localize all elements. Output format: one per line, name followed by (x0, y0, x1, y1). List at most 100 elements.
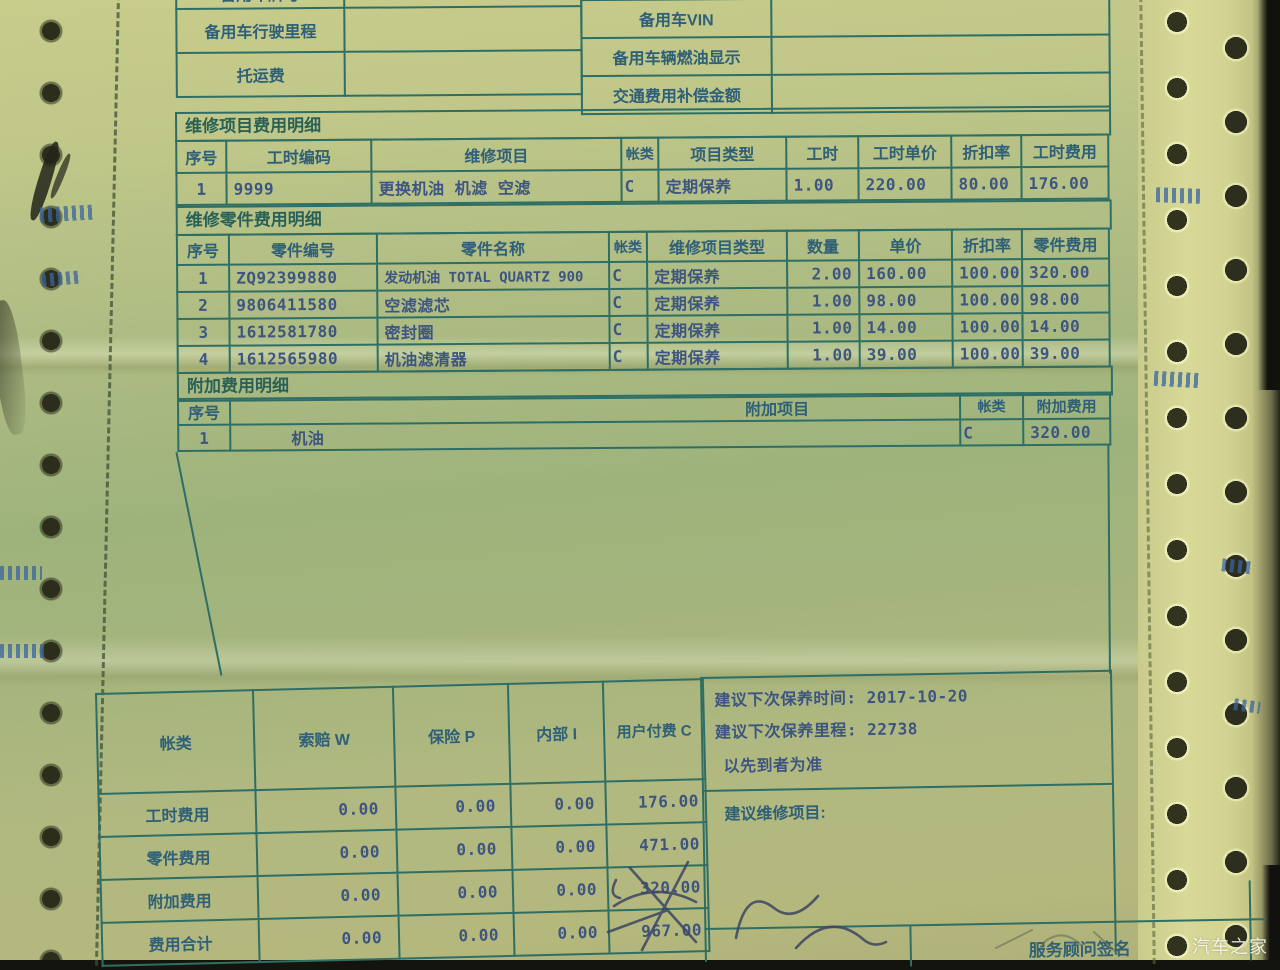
col-header: 维修项目类型 (646, 230, 788, 262)
suggested-repairs-label: 建议维修项目: (724, 804, 826, 824)
cell: ZQ92399880 (229, 263, 378, 292)
handwritten-signature (606, 860, 888, 952)
col-header: 维修项目 (371, 137, 622, 172)
divider (701, 782, 1112, 792)
col-header: 项目类型 (658, 136, 787, 170)
additional-cost-table: 序号 附加项目 帐类 附加费用 1 机油 C 320.00 (177, 391, 1111, 452)
cell: 9999 (226, 171, 372, 205)
col-header: 序号 (176, 140, 227, 173)
cell: 0.00 (256, 829, 398, 877)
col-header: 单价 (858, 229, 953, 261)
col-header: 保险 P (392, 683, 511, 787)
labor-row: 1 9999 更换机油 机滤 空滤 C 定期保养 1.00 220.00 80.… (176, 166, 1109, 205)
cell: 100.00 (952, 313, 1023, 341)
cell: 1.00 (787, 314, 860, 342)
col-header: 帐类 (959, 393, 1024, 420)
next-service-mileage: 建议下次保养里程: 22738 (714, 719, 919, 742)
cell: 320.00 (1023, 418, 1111, 446)
col-header: 工时编码 (226, 139, 372, 173)
col-header: 帐类 (608, 231, 648, 262)
cell: 定期保养 (647, 314, 788, 343)
cell: 100.00 (952, 340, 1023, 368)
top-form-left-table: 备用车牌号 备用车行驶里程 托运费 (175, 0, 583, 98)
cell: 1612581780 (229, 317, 378, 346)
cell: 160.00 (859, 259, 953, 288)
cell: 空滤滤芯 (377, 288, 610, 318)
paper-fold-crease (0, 336, 1280, 376)
col-header: 序号 (176, 234, 230, 265)
tractor-feed-holes-right (1154, 0, 1200, 960)
labor-cost-table: 序号 工时编码 维修项目 帐类 项目类型 工时 工时单价 折扣率 工时费用 1 … (175, 133, 1109, 206)
cell: 定期保养 (658, 168, 787, 202)
cell: 0.00 (510, 781, 607, 827)
col-header: 零件编号 (228, 233, 378, 265)
watermark: 汽车之家 (1192, 937, 1268, 957)
field-value (771, 0, 1110, 37)
col-header: 零件名称 (376, 231, 610, 264)
col-header: 零件费用 (1021, 228, 1110, 260)
cell: C (609, 288, 648, 316)
whichever-first-note: 以先到者为准 (723, 754, 823, 776)
cell: 98.00 (859, 286, 953, 315)
cell: 0.00 (257, 872, 399, 920)
cell: 0.00 (258, 915, 400, 963)
cell: 0.00 (513, 910, 610, 956)
col-header: 附加费用 (1022, 392, 1111, 420)
cell: 1.00 (787, 341, 860, 369)
cell: 176.00 (605, 779, 707, 825)
col-header: 工时单价 (858, 135, 952, 169)
next-service-time: 建议下次保养时间: 2017-10-20 (714, 686, 969, 710)
cell: 定期保养 (647, 341, 788, 370)
col-header: 数量 (786, 230, 860, 261)
edge-print-marks (39, 204, 95, 223)
cell: 定期保养 (647, 260, 788, 289)
cell: 100.00 (952, 286, 1023, 314)
cell: 1.00 (787, 287, 860, 315)
handwritten-marks (995, 929, 1117, 953)
row-label: 工时费用 (98, 790, 257, 837)
cell: 更换机油 机滤 空滤 (371, 169, 622, 204)
cell: 机油 (230, 419, 961, 451)
cell: 98.00 (1022, 285, 1110, 314)
cell: C (960, 419, 1024, 446)
paper-fold-crease (0, 636, 1280, 686)
col-header: 工时 (786, 136, 859, 169)
cell: 0.00 (398, 912, 515, 959)
field-label: 备用车辆燃油显示 (581, 36, 772, 77)
cell: 2.00 (787, 260, 860, 288)
row-label: 零件费用 (99, 833, 258, 880)
empty-area-right-border (1107, 445, 1111, 674)
cell: C (621, 169, 659, 202)
additional-row: 1 机油 C 320.00 (178, 418, 1111, 451)
field-value (771, 34, 1110, 75)
cell: 0.00 (395, 783, 512, 830)
cell: 3 (177, 318, 230, 346)
cell: C (609, 315, 648, 343)
edge-print-marks (1153, 370, 1201, 389)
field-value (344, 6, 582, 52)
col-header: 帐类 (621, 137, 659, 170)
cell: 39.00 (1022, 339, 1110, 368)
cell: 320.00 (1022, 258, 1110, 287)
cell: 100.00 (952, 259, 1023, 287)
cell: 0.00 (397, 869, 514, 916)
cell: 9806411580 (229, 290, 378, 319)
field-label: 备用车VIN (581, 0, 772, 39)
cell: 密封圈 (377, 315, 610, 345)
col-header: 折扣率 (951, 135, 1022, 168)
col-header: 折扣率 (951, 229, 1023, 260)
tractor-feed-holes-right-outer (1210, 0, 1262, 960)
cell: 0.00 (511, 824, 608, 870)
cell: 4 (177, 345, 230, 373)
edge-print-marks (1155, 187, 1201, 204)
top-form-right-table: 备用车VIN 备用车辆燃油显示 交通费用补偿金额 (580, 0, 1111, 115)
edge-print-marks (0, 644, 46, 658)
row-label: 附加费用 (100, 876, 259, 923)
cell: 1 (176, 172, 227, 205)
col-header: 用户付费 C (602, 679, 706, 782)
field-value (344, 50, 582, 96)
cell: 0.00 (512, 867, 609, 913)
cell: C (609, 261, 648, 289)
col-header: 工时费用 (1021, 134, 1109, 168)
